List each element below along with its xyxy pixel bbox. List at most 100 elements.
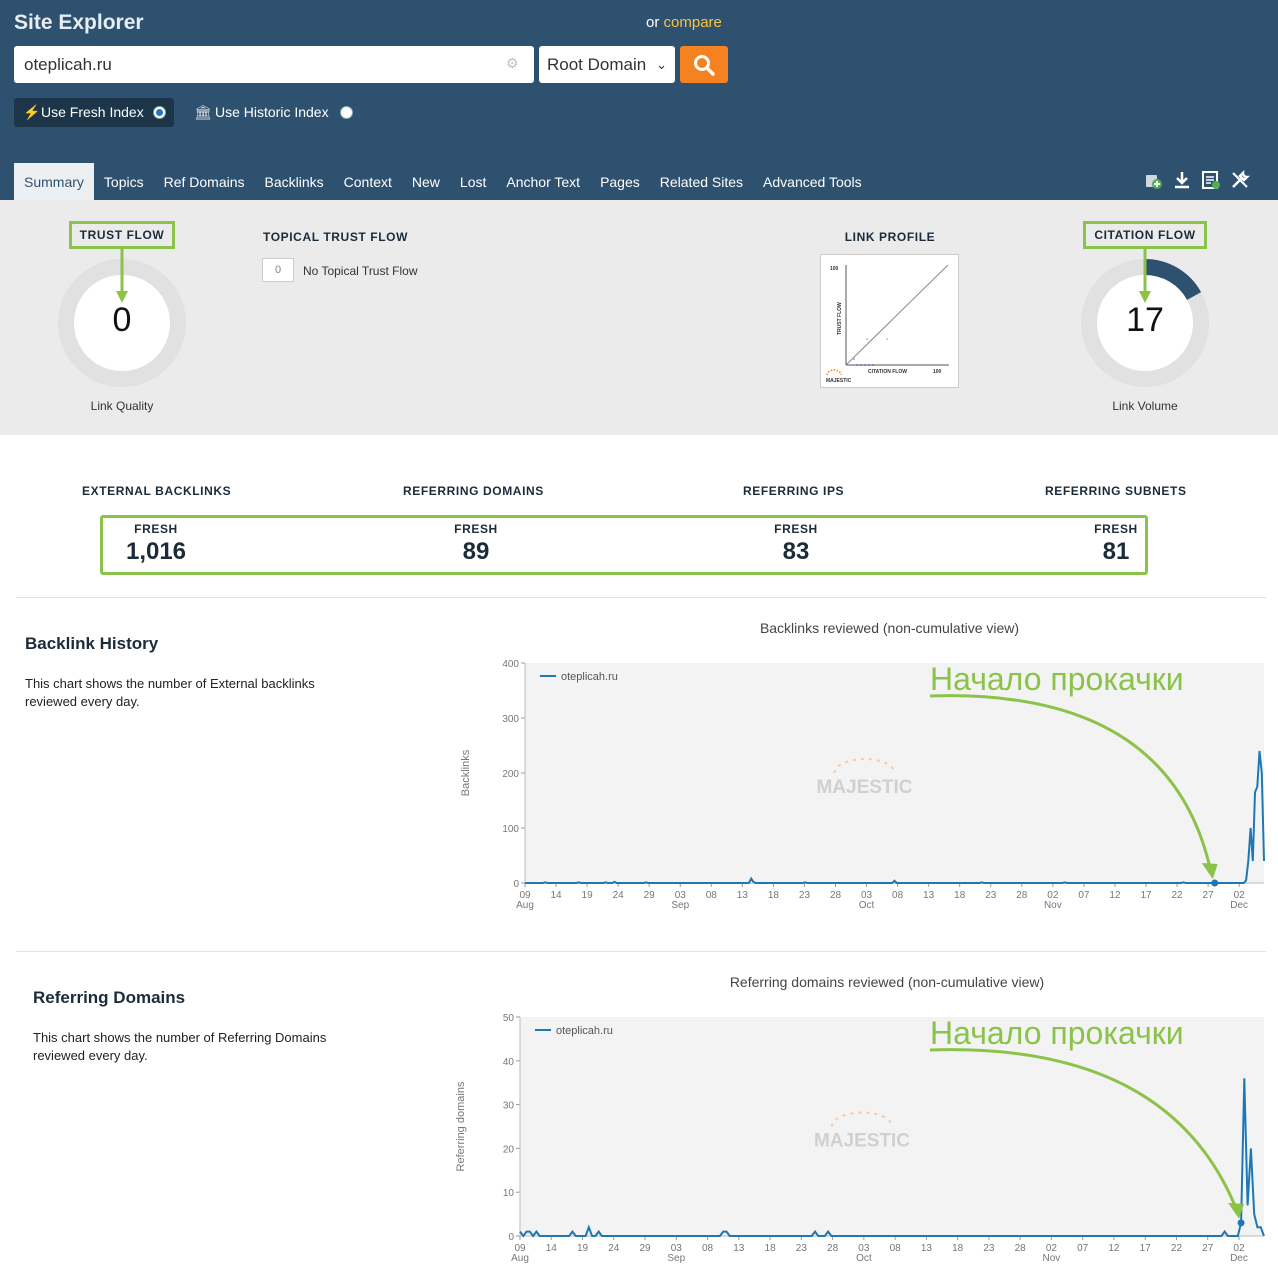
plot-area <box>520 1017 1264 1236</box>
tab-lost[interactable]: Lost <box>459 174 487 190</box>
x-tick-label: 03 <box>671 1243 683 1254</box>
x-tick-label: 14 <box>546 1243 558 1254</box>
add-to-bucket-icon[interactable] <box>1143 170 1163 190</box>
referring-subnets-label: REFERRING SUBNETS <box>1045 484 1187 498</box>
x-tick-label: 13 <box>921 1243 933 1254</box>
search-input[interactable] <box>14 46 484 83</box>
x-tick-label: 22 <box>1171 890 1183 901</box>
citation-flow-title: CITATION FLOW <box>1083 221 1207 249</box>
trust-flow-title: TRUST FLOW <box>68 221 176 249</box>
gear-icon[interactable]: ⚙ <box>506 55 519 71</box>
x-tick-label: 14 <box>550 890 562 901</box>
divider <box>16 597 1266 598</box>
search-icon <box>694 55 715 76</box>
referring-domains-chart[interactable]: Referring domains reviewed (non-cumulati… <box>450 966 1278 1267</box>
compare-link[interactable]: compare <box>663 14 722 31</box>
x-tick-label: Dec <box>1230 1253 1248 1264</box>
annotated-point <box>1237 1219 1245 1227</box>
annotated-point <box>1211 879 1219 887</box>
fresh-index-radio[interactable] <box>153 106 166 119</box>
x-tick-label: 18 <box>768 890 780 901</box>
x-tick-label: 27 <box>1202 1243 1214 1254</box>
y-axis-label: Backlinks <box>460 749 472 796</box>
link-profile-logo: MAJESTIC <box>826 378 852 384</box>
tab-summary[interactable]: Summary <box>14 163 94 200</box>
tab-ref-domains[interactable]: Ref Domains <box>163 174 245 190</box>
x-tick-label: 03 <box>858 1243 870 1254</box>
majestic-watermark: MAJESTIC <box>814 1131 910 1152</box>
backlink-history-title: Backlink History <box>25 634 159 653</box>
x-tick-label: Sep <box>667 1253 685 1264</box>
arrow-down-icon <box>1139 249 1151 303</box>
trust-flow-value: 0 <box>112 301 132 339</box>
fresh-index-option[interactable]: ⚡ Use Fresh Index <box>14 98 174 127</box>
x-tick-label: 02 <box>1047 890 1059 901</box>
tab-advanced-tools[interactable]: Advanced Tools <box>763 174 862 190</box>
x-tick-label: Aug <box>511 1253 529 1264</box>
series-line <box>519 1078 1265 1238</box>
bank-icon: 🏛 <box>194 104 212 120</box>
report-icon[interactable] <box>1201 170 1221 190</box>
referring-domains-stat[interactable]: FRESH 89 <box>416 522 536 566</box>
lightning-icon: ⚡ <box>23 104 41 120</box>
divider <box>16 951 1266 952</box>
x-tick-label: Dec <box>1230 900 1248 911</box>
x-tick-label: 17 <box>1140 1243 1152 1254</box>
x-tick-label: Oct <box>859 900 875 911</box>
annotation-arrowhead <box>1201 863 1218 879</box>
fresh-index-label: Use Fresh Index <box>41 104 144 120</box>
header: Site Explorer or compare ⚙ Root Domain ⌄… <box>0 0 1278 200</box>
tab-topics[interactable]: Topics <box>103 174 144 190</box>
historic-index-radio[interactable] <box>340 106 353 119</box>
link-profile-chart[interactable]: 100 100 CITATION FLOW TRUST FLOW MAJESTI… <box>820 254 959 388</box>
historic-index-option[interactable]: 🏛 Use Historic Index <box>194 98 353 127</box>
tab-context[interactable]: Context <box>343 174 392 190</box>
tab-anchor-text[interactable]: Anchor Text <box>506 174 581 190</box>
citation-flow-caption: Link Volume <box>1112 399 1178 413</box>
x-tick-label: 19 <box>582 890 594 901</box>
chevron-down-icon: ⌄ <box>656 57 667 72</box>
chart-title: Backlinks reviewed (non-cumulative view) <box>760 620 1019 636</box>
annotation-arrow <box>929 694 1213 872</box>
download-icon[interactable] <box>1172 170 1192 190</box>
annotation-arrow <box>929 1048 1239 1212</box>
x-tick-label: 29 <box>644 890 656 901</box>
tab-related-sites[interactable]: Related Sites <box>659 174 744 190</box>
link-profile-x-label: CITATION FLOW <box>868 369 907 375</box>
x-tick-label: 08 <box>890 1243 902 1254</box>
tab-pages[interactable]: Pages <box>600 174 640 190</box>
y-tick-label: 0 <box>513 879 519 890</box>
x-tick-label: 03 <box>675 890 687 901</box>
referring-ips-label: REFERRING IPS <box>743 484 845 498</box>
app-title: Site Explorer <box>14 11 144 34</box>
backlinks-chart[interactable]: Backlinks reviewed (non-cumulative view)… <box>450 612 1278 922</box>
external-backlinks-stat[interactable]: FRESH 1,016 <box>96 522 216 566</box>
scope-select[interactable]: Root Domain ⌄ <box>539 46 675 83</box>
y-tick-label: 400 <box>502 659 519 670</box>
series-line <box>525 750 1265 884</box>
tab-new[interactable]: New <box>411 174 440 190</box>
link-profile-max-x: 100 <box>933 369 942 375</box>
stat-sub-label: FRESH <box>774 522 818 536</box>
metrics-panel: TRUST FLOW 0 Link Quality TOPICAL TRUST … <box>0 200 1278 435</box>
stat-sub-label: FRESH <box>454 522 498 536</box>
x-tick-label: 02 <box>1234 890 1246 901</box>
y-tick-label: 10 <box>503 1188 515 1199</box>
tools-icon[interactable] <box>1230 169 1251 190</box>
gauge-face <box>74 275 170 371</box>
x-tick-label: 23 <box>796 1243 808 1254</box>
search-button[interactable] <box>680 46 728 83</box>
referring-ips-stat[interactable]: FRESH 83 <box>736 522 856 566</box>
x-tick-label: 09 <box>519 890 531 901</box>
x-tick-label: 03 <box>861 890 873 901</box>
external-backlinks-label: EXTERNAL BACKLINKS <box>82 484 232 498</box>
x-tick-label: 08 <box>702 1243 714 1254</box>
x-tick-label: 18 <box>954 890 966 901</box>
x-tick-label: Oct <box>856 1253 872 1264</box>
y-tick-label: 20 <box>503 1144 515 1155</box>
annotation-label: Начало прокачки <box>930 661 1184 697</box>
tab-backlinks[interactable]: Backlinks <box>264 174 324 190</box>
x-tick-label: Sep <box>671 900 689 911</box>
referring-subnets-stat[interactable]: FRESH 81 <box>1056 522 1176 566</box>
x-tick-label: 07 <box>1078 890 1090 901</box>
